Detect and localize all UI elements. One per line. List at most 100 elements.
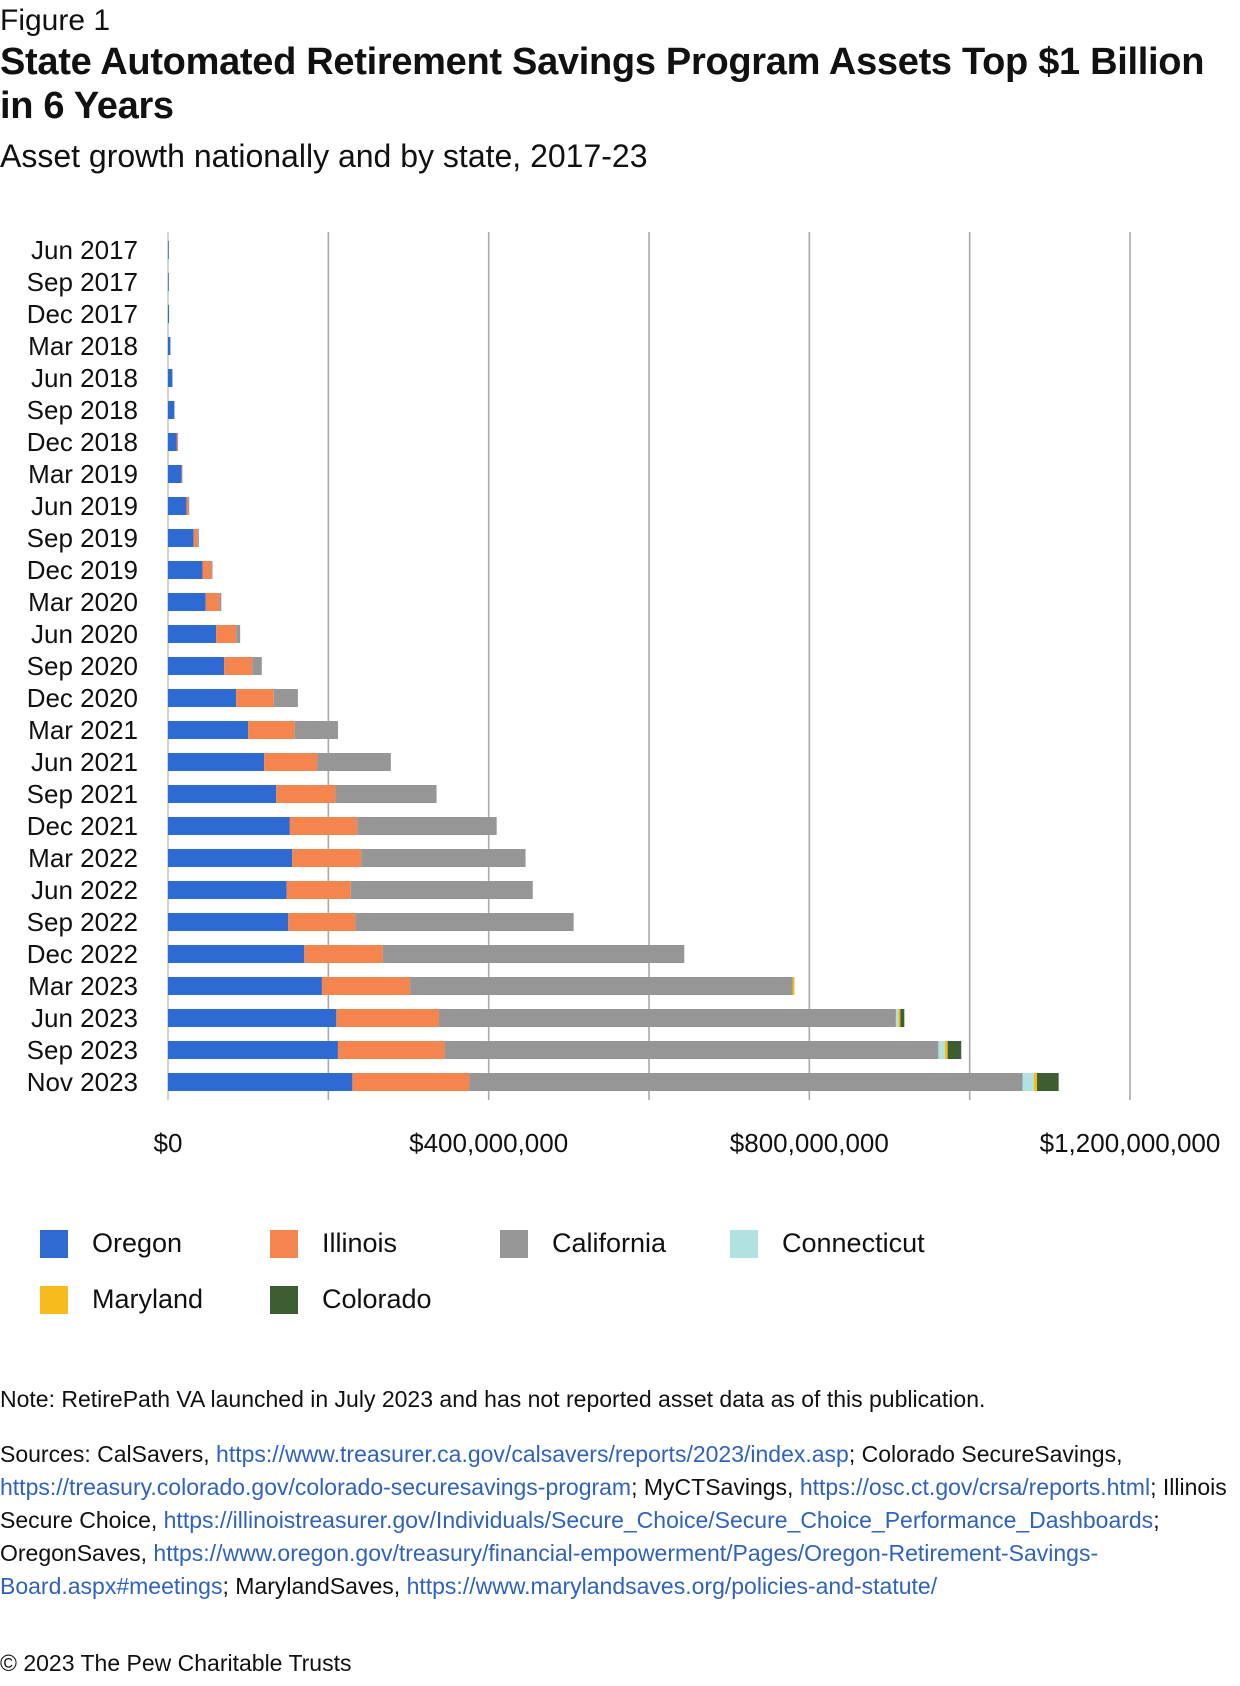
bar-segment-colorado [900, 1009, 905, 1027]
category-label: Mar 2019 [28, 459, 138, 489]
x-tick-label: $0 [154, 1128, 183, 1158]
bar-segment-illinois [264, 753, 318, 771]
bar-segment-oregon [168, 1041, 338, 1059]
bar-segment-illinois [186, 497, 189, 515]
bar-segment-california [252, 657, 262, 675]
legend-label: Maryland [92, 1284, 204, 1314]
source-text: Sources: CalSavers, [0, 1441, 217, 1467]
source-text: ; OregonSaves, [0, 1507, 1160, 1566]
category-label: Dec 2017 [27, 299, 138, 329]
category-label: Sep 2023 [27, 1035, 138, 1065]
category-label: Jun 2021 [31, 747, 138, 777]
bar-segment-colorado [1037, 1073, 1059, 1091]
legend-swatch [500, 1229, 528, 1258]
note: Note: RetirePath VA launched in July 202… [0, 1386, 986, 1412]
chart-title: State Automated Retirement Savings Progr… [0, 41, 1205, 127]
bars [168, 241, 1059, 1091]
category-label: Dec 2020 [27, 683, 138, 713]
category-label: Jun 2023 [31, 1003, 138, 1033]
legend-item-oregon: Oregon [40, 1228, 182, 1259]
x-tick-label: $800,000,000 [730, 1128, 889, 1158]
bar-segment-california [355, 913, 574, 931]
x-tick-label: $1,200,000,000 [1040, 1128, 1221, 1158]
bar-segment-illinois [248, 721, 295, 739]
bar-segment-maryland [898, 1009, 901, 1027]
bar-segment-california [438, 1009, 896, 1027]
category-label: Mar 2021 [28, 715, 138, 745]
bar-segment-oregon [168, 529, 194, 547]
bar-segment-illinois [286, 881, 351, 899]
bar-segment-california [273, 689, 298, 707]
category-label: Nov 2023 [27, 1067, 138, 1097]
x-tick-label: $400,000,000 [409, 1128, 568, 1158]
bar-segment-oregon [168, 1073, 353, 1091]
category-label: Dec 2022 [27, 939, 138, 969]
category-label: Sep 2017 [27, 267, 138, 297]
source-link[interactable]: https://osc.ct.gov/crsa/reports.html [799, 1474, 1151, 1500]
bar-segment-california [357, 817, 497, 835]
bar-segment-oregon [168, 1009, 337, 1027]
bar-segment-oregon [168, 241, 169, 259]
bar-segment-maryland [1033, 1073, 1038, 1091]
source-link[interactable]: https://illinoistreasurer.gov/Individual… [163, 1507, 1154, 1533]
bar-segment-california [350, 881, 533, 899]
bar-segment-illinois [321, 977, 411, 995]
bar-segment-california [335, 785, 437, 803]
bar-segment-oregon [168, 433, 177, 451]
source-link[interactable]: https://www.oregon.gov/treasury/financia… [0, 1540, 1099, 1599]
legend-swatch [270, 1285, 298, 1314]
category-label: Sep 2021 [27, 779, 138, 809]
legend-item-colorado: Colorado [270, 1284, 432, 1315]
bar-segment-illinois [224, 657, 253, 675]
figure-label: Figure 1 [0, 4, 111, 37]
legend-item-maryland: Maryland [40, 1284, 203, 1315]
bar-segment-oregon [168, 337, 171, 355]
category-label: Jun 2017 [31, 235, 138, 265]
legend-swatch [40, 1229, 68, 1258]
category-label: Sep 2018 [27, 395, 138, 425]
bar-segment-california [317, 753, 391, 771]
bar-segment-california [382, 945, 685, 963]
legend-label: Connecticut [782, 1228, 925, 1258]
sources: Sources: CalSavers, https://www.treasure… [0, 1438, 1235, 1603]
bar-segment-oregon [168, 785, 277, 803]
source-text: ; MarylandSaves, [222, 1573, 407, 1599]
legend-swatch [270, 1229, 298, 1258]
bar-segment-california [211, 561, 213, 579]
bar-segment-connecticut [1022, 1073, 1034, 1091]
category-label: Mar 2018 [28, 331, 138, 361]
bar-segment-oregon [168, 881, 287, 899]
bar-segment-oregon [168, 465, 182, 483]
bar-segment-california [294, 721, 338, 739]
bar-segment-illinois [289, 817, 358, 835]
bar-segment-illinois [336, 1009, 439, 1027]
x-axis-tick-labels: $0 $400,000,000 $800,000,000 $1,200,000,000 [154, 1128, 1221, 1158]
bar-segment-illinois [193, 529, 198, 547]
bar-segment-california [361, 849, 526, 867]
copyright: © 2023 The Pew Charitable Trusts [0, 1650, 352, 1676]
bar-segment-illinois [292, 849, 362, 867]
bar-segment-illinois [304, 945, 383, 963]
category-label: Mar 2023 [28, 971, 138, 1001]
legend: Oregon Illinois California Connecticut Maryl… [40, 1228, 1220, 1348]
bar-segment-illinois [236, 689, 274, 707]
gridlines [167, 232, 1131, 1100]
category-label: Mar 2020 [28, 587, 138, 617]
bar-segment-maryland [792, 977, 795, 995]
category-label: Dec 2021 [27, 811, 138, 841]
legend-item-illinois: Illinois [270, 1228, 397, 1259]
chart-subtitle: Asset growth nationally and by state, 20… [0, 138, 648, 174]
source-text: ; MyCTSavings, [631, 1474, 800, 1500]
bar-segment-colorado [947, 1041, 962, 1059]
bar-segment-illinois [205, 593, 220, 611]
source-text: ; Illinois Secure Choice, [0, 1474, 1227, 1533]
bar-segment-oregon [168, 305, 170, 323]
category-label: Sep 2022 [27, 907, 138, 937]
bar-segment-oregon [168, 977, 322, 995]
legend-swatch [730, 1229, 758, 1258]
source-link[interactable]: https://www.marylandsaves.org/policies-a… [406, 1573, 938, 1599]
bar-segment-california [444, 1041, 939, 1059]
source-link[interactable]: https://www.treasurer.ca.gov/calsavers/r… [216, 1441, 849, 1467]
source-link[interactable]: https://treasury.colorado.gov/colorado-s… [0, 1474, 632, 1500]
